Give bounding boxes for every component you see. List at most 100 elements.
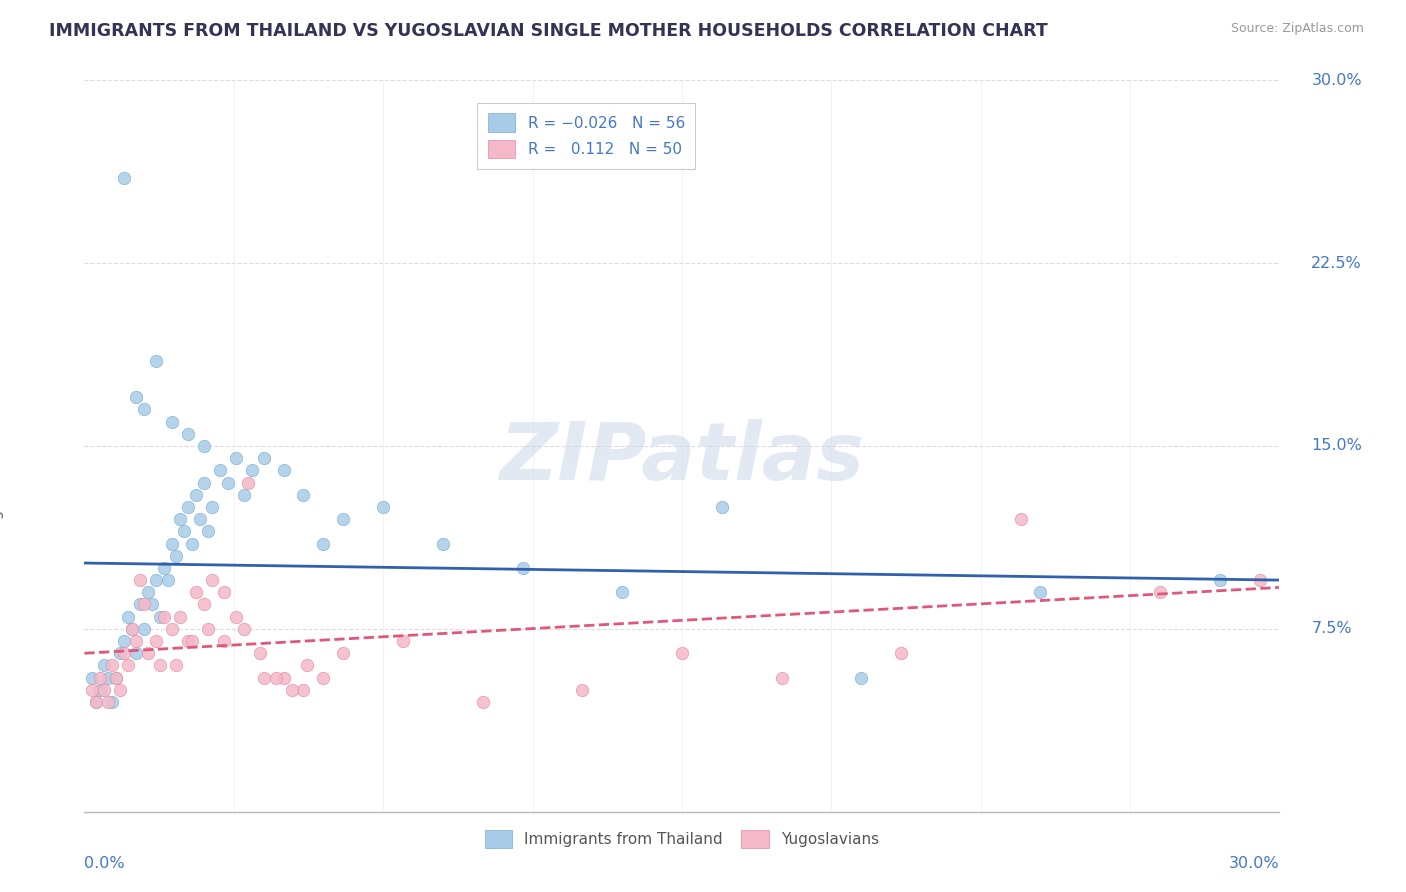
Text: IMMIGRANTS FROM THAILAND VS YUGOSLAVIAN SINGLE MOTHER HOUSEHOLDS CORRELATION CHA: IMMIGRANTS FROM THAILAND VS YUGOSLAVIAN … <box>49 22 1047 40</box>
Point <box>101 658 124 673</box>
Point <box>112 646 135 660</box>
Point <box>145 353 167 368</box>
Point <box>97 695 120 709</box>
Text: 30.0%: 30.0% <box>1229 855 1279 871</box>
Point <box>236 475 259 490</box>
Point <box>201 500 224 514</box>
Point <box>121 622 143 636</box>
Point <box>197 524 219 539</box>
Point <box>82 671 104 685</box>
Point <box>105 671 128 685</box>
Text: Source: ZipAtlas.com: Source: ZipAtlas.com <box>1230 22 1364 36</box>
Text: 22.5%: 22.5% <box>1312 256 1362 270</box>
Point <box>208 463 231 477</box>
Point <box>101 695 124 709</box>
Point <box>249 646 271 660</box>
Point <box>97 671 120 685</box>
Point <box>770 671 793 685</box>
Point <box>212 634 235 648</box>
Point <box>82 682 104 697</box>
Point <box>141 598 163 612</box>
Point <box>273 463 295 477</box>
Point <box>165 549 187 563</box>
Point <box>264 671 287 685</box>
Point <box>432 536 454 550</box>
Point <box>169 512 191 526</box>
Point <box>129 598 152 612</box>
Point <box>125 390 148 404</box>
Point <box>181 536 204 550</box>
Point <box>110 682 132 697</box>
Point <box>136 646 159 660</box>
Point <box>157 573 180 587</box>
Point <box>297 658 319 673</box>
Point <box>212 585 235 599</box>
Point <box>890 646 912 660</box>
Point <box>710 500 733 514</box>
Point <box>86 695 108 709</box>
Point <box>160 622 183 636</box>
Point <box>253 451 276 466</box>
Point <box>197 622 219 636</box>
Point <box>225 609 247 624</box>
Point <box>173 524 195 539</box>
Point <box>332 512 354 526</box>
Point <box>612 585 634 599</box>
Point <box>193 475 215 490</box>
Point <box>225 451 247 466</box>
Point <box>132 402 156 417</box>
Legend: Immigrants from Thailand, Yugoslavians: Immigrants from Thailand, Yugoslavians <box>474 819 890 859</box>
Point <box>217 475 239 490</box>
Point <box>188 512 211 526</box>
Point <box>169 609 191 624</box>
Point <box>312 671 335 685</box>
Point <box>373 500 395 514</box>
Point <box>193 439 215 453</box>
Point <box>177 426 200 441</box>
Point <box>184 488 207 502</box>
Text: Single Mother Households: Single Mother Households <box>0 351 4 541</box>
Text: 30.0%: 30.0% <box>1312 73 1362 87</box>
Text: ZIPatlas: ZIPatlas <box>499 419 865 497</box>
Point <box>273 671 295 685</box>
Point <box>165 658 187 673</box>
Point <box>1209 573 1232 587</box>
Point <box>112 170 135 185</box>
Point <box>193 598 215 612</box>
Point <box>125 646 148 660</box>
Point <box>129 573 152 587</box>
Text: 0.0%: 0.0% <box>84 855 125 871</box>
Point <box>145 573 167 587</box>
Point <box>93 682 115 697</box>
Point <box>392 634 415 648</box>
Point <box>145 634 167 648</box>
Point <box>232 622 254 636</box>
Point <box>112 634 135 648</box>
Point <box>177 500 200 514</box>
Point <box>121 622 143 636</box>
Point <box>851 671 873 685</box>
Point <box>117 658 139 673</box>
Point <box>132 598 156 612</box>
Point <box>125 634 148 648</box>
Point <box>184 585 207 599</box>
Point <box>232 488 254 502</box>
Point <box>571 682 593 697</box>
Point <box>86 695 108 709</box>
Text: 7.5%: 7.5% <box>1312 622 1353 636</box>
Point <box>160 536 183 550</box>
Point <box>93 658 115 673</box>
Point <box>1149 585 1171 599</box>
Point <box>201 573 224 587</box>
Text: 15.0%: 15.0% <box>1312 439 1362 453</box>
Point <box>280 682 302 697</box>
Point <box>253 671 276 685</box>
Point <box>312 536 335 550</box>
Point <box>153 609 176 624</box>
Point <box>1249 573 1271 587</box>
Point <box>471 695 494 709</box>
Point <box>149 658 172 673</box>
Point <box>292 682 315 697</box>
Point <box>110 646 132 660</box>
Point <box>240 463 263 477</box>
